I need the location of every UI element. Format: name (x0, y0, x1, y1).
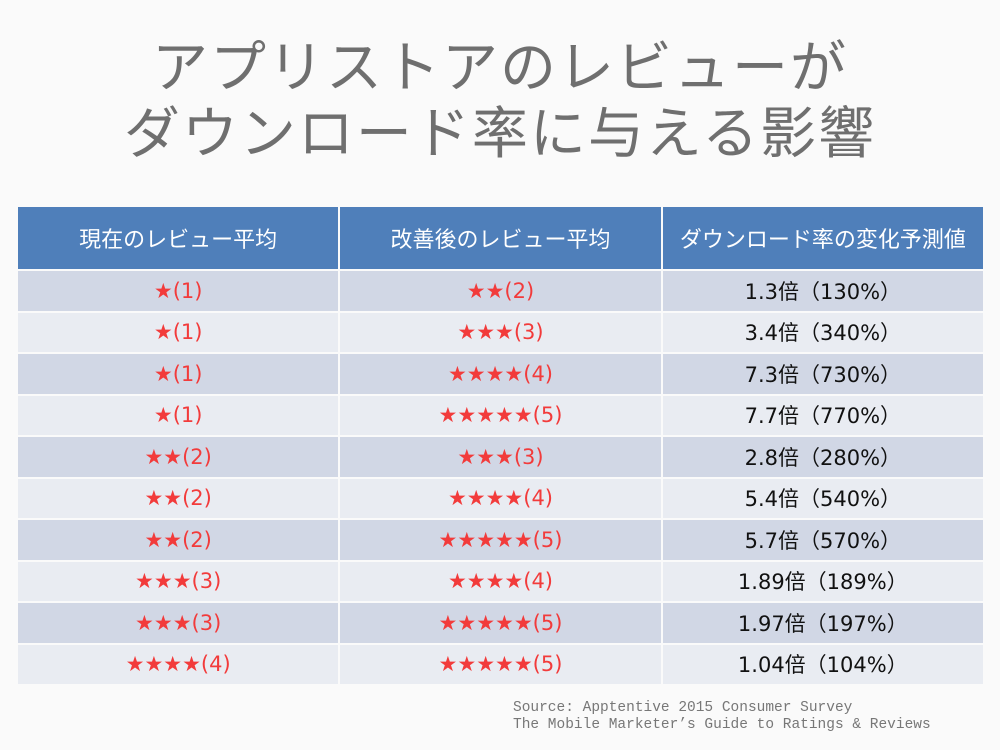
table-row: ★★(2) ★★★★★(5) 5.7倍（570%） (15, 518, 986, 562)
download-change-cell: 3.4倍（340%） (660, 310, 986, 354)
download-change-cell: 1.3倍（130%） (660, 269, 986, 313)
download-change-cell: 2.8倍（280%） (660, 435, 986, 479)
improved-rating-cell: ★★★★★(5) (338, 642, 663, 686)
title-line-1: アプリストアのレビューが (152, 36, 848, 101)
header-current-average: 現在のレビュー平均 (15, 205, 341, 271)
title-line-2: ダウンロード率に与える影響 (123, 102, 877, 167)
current-rating-cell: ★(1) (15, 310, 341, 354)
table-row: ★(1) ★★★★★(5) 7.7倍（770%） (15, 393, 986, 437)
download-change-cell: 5.7倍（570%） (660, 518, 986, 562)
current-rating-cell: ★(1) (15, 269, 341, 313)
current-rating-cell: ★★★★(4) (15, 642, 341, 686)
improved-rating-cell: ★★★★(4) (338, 352, 663, 396)
download-change-cell: 1.04倍（104%） (660, 642, 986, 686)
source-note: Source: Apptentive 2015 Consumer Survey T… (513, 700, 931, 734)
table-row: ★(1) ★★(2) 1.3倍（130%） (15, 269, 986, 313)
review-impact-table: 現在のレビュー平均 改善後のレビュー平均 ダウンロード率の変化予測値 ★(1) ★… (15, 205, 986, 686)
table-row: ★(1) ★★★(3) 3.4倍（340%） (15, 310, 986, 354)
current-rating-cell: ★★(2) (15, 435, 341, 479)
header-improved-average: 改善後のレビュー平均 (338, 205, 663, 271)
improved-rating-cell: ★★★★(4) (338, 476, 663, 520)
table-row: ★★★★(4) ★★★★★(5) 1.04倍（104%） (15, 642, 986, 686)
source-line-1: Source: Apptentive 2015 Consumer Survey (513, 700, 853, 716)
header-download-change: ダウンロード率の変化予測値 (660, 205, 986, 271)
download-change-cell: 7.7倍（770%） (660, 393, 986, 437)
current-rating-cell: ★★(2) (15, 476, 341, 520)
current-rating-cell: ★★★(3) (15, 601, 341, 645)
page-title: アプリストアのレビューが ダウンロード率に与える影響 (0, 36, 1000, 168)
table-header-row: 現在のレビュー平均 改善後のレビュー平均 ダウンロード率の変化予測値 (15, 205, 986, 271)
improved-rating-cell: ★★★★★(5) (338, 518, 663, 562)
download-change-cell: 7.3倍（730%） (660, 352, 986, 396)
download-change-cell: 1.97倍（197%） (660, 601, 986, 645)
improved-rating-cell: ★★(2) (338, 269, 663, 313)
improved-rating-cell: ★★★★★(5) (338, 393, 663, 437)
current-rating-cell: ★(1) (15, 393, 341, 437)
table-row: ★★(2) ★★★★(4) 5.4倍（540%） (15, 476, 986, 520)
table-row: ★★★(3) ★★★★★(5) 1.97倍（197%） (15, 601, 986, 645)
current-rating-cell: ★★★(3) (15, 559, 341, 603)
download-change-cell: 1.89倍（189%） (660, 559, 986, 603)
improved-rating-cell: ★★★(3) (338, 310, 663, 354)
table-row: ★★★(3) ★★★★(4) 1.89倍（189%） (15, 559, 986, 603)
download-change-cell: 5.4倍（540%） (660, 476, 986, 520)
current-rating-cell: ★★(2) (15, 518, 341, 562)
table-row: ★(1) ★★★★(4) 7.3倍（730%） (15, 352, 986, 396)
improved-rating-cell: ★★★(3) (338, 435, 663, 479)
improved-rating-cell: ★★★★(4) (338, 559, 663, 603)
improved-rating-cell: ★★★★★(5) (338, 601, 663, 645)
source-line-2: The Mobile Marketer’s Guide to Ratings &… (513, 717, 931, 733)
current-rating-cell: ★(1) (15, 352, 341, 396)
table-row: ★★(2) ★★★(3) 2.8倍（280%） (15, 435, 986, 479)
